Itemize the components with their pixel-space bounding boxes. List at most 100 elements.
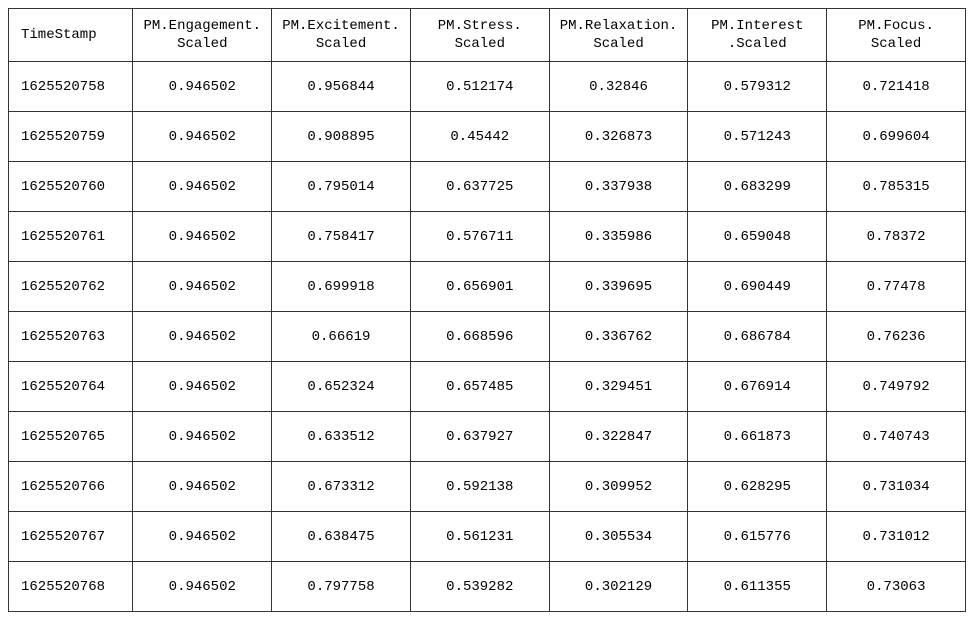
col-header-line2: Scaled [419,35,541,53]
col-header-line2: Scaled [141,35,263,53]
table-row: 16255207620.9465020.6999180.6569010.3396… [9,262,966,312]
cell-interest: 0.686784 [688,312,827,362]
cell-timestamp: 1625520759 [9,112,133,162]
cell-stress: 0.657485 [410,362,549,412]
cell-stress: 0.576711 [410,212,549,262]
cell-timestamp: 1625520758 [9,62,133,112]
cell-excitement: 0.797758 [272,562,411,612]
table-body: 16255207580.9465020.9568440.5121740.3284… [9,62,966,612]
table-row: 16255207660.9465020.6733120.5921380.3099… [9,462,966,512]
cell-engagement: 0.946502 [133,212,272,262]
col-header-line2: Scaled [558,35,680,53]
col-header-stress: PM.Stress.Scaled [410,9,549,62]
cell-stress: 0.592138 [410,462,549,512]
cell-relaxation: 0.32846 [549,62,688,112]
cell-interest: 0.571243 [688,112,827,162]
col-header-line2: .Scaled [696,35,818,53]
table-row: 16255207640.9465020.6523240.6574850.3294… [9,362,966,412]
cell-stress: 0.45442 [410,112,549,162]
col-header-timestamp: TimeStamp [9,9,133,62]
cell-relaxation: 0.302129 [549,562,688,612]
cell-stress: 0.637725 [410,162,549,212]
cell-excitement: 0.66619 [272,312,411,362]
cell-focus: 0.749792 [827,362,966,412]
cell-engagement: 0.946502 [133,512,272,562]
cell-timestamp: 1625520763 [9,312,133,362]
col-header-focus: PM.Focus.Scaled [827,9,966,62]
cell-timestamp: 1625520760 [9,162,133,212]
table-row: 16255207610.9465020.7584170.5767110.3359… [9,212,966,262]
table-row: 16255207600.9465020.7950140.6377250.3379… [9,162,966,212]
cell-relaxation: 0.336762 [549,312,688,362]
cell-timestamp: 1625520765 [9,412,133,462]
cell-excitement: 0.638475 [272,512,411,562]
cell-timestamp: 1625520762 [9,262,133,312]
cell-engagement: 0.946502 [133,62,272,112]
cell-stress: 0.561231 [410,512,549,562]
cell-engagement: 0.946502 [133,362,272,412]
cell-timestamp: 1625520766 [9,462,133,512]
table-row: 16255207650.9465020.6335120.6379270.3228… [9,412,966,462]
cell-timestamp: 1625520768 [9,562,133,612]
cell-relaxation: 0.326873 [549,112,688,162]
cell-stress: 0.656901 [410,262,549,312]
col-header-line1: PM.Excitement. [280,17,402,35]
cell-stress: 0.539282 [410,562,549,612]
cell-relaxation: 0.322847 [549,412,688,462]
cell-excitement: 0.699918 [272,262,411,312]
table-row: 16255207590.9465020.9088950.454420.32687… [9,112,966,162]
cell-focus: 0.740743 [827,412,966,462]
col-header-engagement: PM.Engagement.Scaled [133,9,272,62]
col-header-interest: PM.Interest.Scaled [688,9,827,62]
cell-focus: 0.721418 [827,62,966,112]
table-row: 16255207580.9465020.9568440.5121740.3284… [9,62,966,112]
col-header-line1: PM.Relaxation. [558,17,680,35]
table-row: 16255207680.9465020.7977580.5392820.3021… [9,562,966,612]
cell-interest: 0.611355 [688,562,827,612]
cell-excitement: 0.908895 [272,112,411,162]
cell-engagement: 0.946502 [133,162,272,212]
cell-relaxation: 0.329451 [549,362,688,412]
table-header-row: TimeStampPM.Engagement.ScaledPM.Exciteme… [9,9,966,62]
table-header: TimeStampPM.Engagement.ScaledPM.Exciteme… [9,9,966,62]
cell-relaxation: 0.339695 [549,262,688,312]
cell-excitement: 0.795014 [272,162,411,212]
cell-focus: 0.78372 [827,212,966,262]
cell-relaxation: 0.337938 [549,162,688,212]
cell-interest: 0.615776 [688,512,827,562]
cell-engagement: 0.946502 [133,112,272,162]
cell-interest: 0.579312 [688,62,827,112]
data-table: TimeStampPM.Engagement.ScaledPM.Exciteme… [8,8,966,612]
cell-relaxation: 0.335986 [549,212,688,262]
cell-relaxation: 0.305534 [549,512,688,562]
cell-engagement: 0.946502 [133,312,272,362]
cell-stress: 0.512174 [410,62,549,112]
cell-timestamp: 1625520764 [9,362,133,412]
col-header-line1: PM.Interest [696,17,818,35]
cell-interest: 0.683299 [688,162,827,212]
cell-excitement: 0.956844 [272,62,411,112]
col-header-line1: TimeStamp [21,26,124,44]
cell-timestamp: 1625520767 [9,512,133,562]
cell-focus: 0.699604 [827,112,966,162]
col-header-excitement: PM.Excitement.Scaled [272,9,411,62]
table-row: 16255207670.9465020.6384750.5612310.3055… [9,512,966,562]
col-header-relaxation: PM.Relaxation.Scaled [549,9,688,62]
cell-engagement: 0.946502 [133,412,272,462]
cell-focus: 0.77478 [827,262,966,312]
cell-excitement: 0.633512 [272,412,411,462]
cell-relaxation: 0.309952 [549,462,688,512]
cell-focus: 0.73063 [827,562,966,612]
cell-excitement: 0.758417 [272,212,411,262]
table-row: 16255207630.9465020.666190.6685960.33676… [9,312,966,362]
cell-interest: 0.659048 [688,212,827,262]
cell-focus: 0.731034 [827,462,966,512]
cell-interest: 0.661873 [688,412,827,462]
col-header-line2: Scaled [835,35,957,53]
cell-timestamp: 1625520761 [9,212,133,262]
col-header-line1: PM.Focus. [835,17,957,35]
cell-focus: 0.76236 [827,312,966,362]
col-header-line1: PM.Engagement. [141,17,263,35]
cell-stress: 0.668596 [410,312,549,362]
cell-interest: 0.676914 [688,362,827,412]
